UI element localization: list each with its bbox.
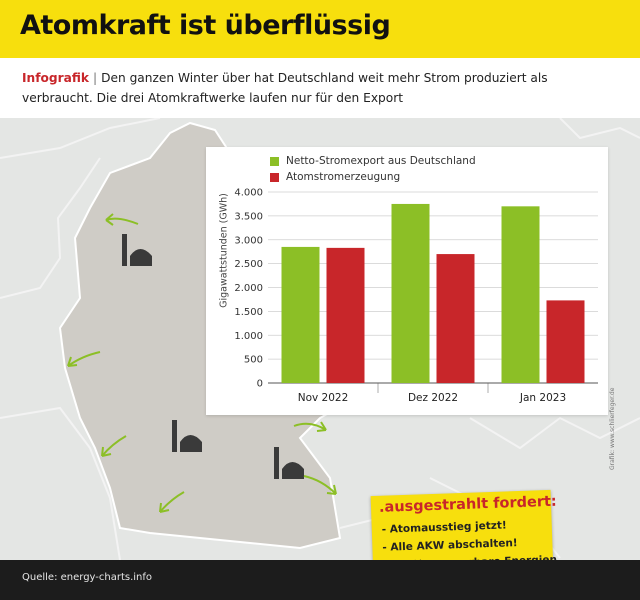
export-arrow-icon [159, 491, 185, 513]
nuclear-plant-icon [172, 420, 202, 452]
export-bar [391, 203, 430, 383]
y-tick-label: 3.500 [234, 211, 263, 222]
y-tick-label: 2.500 [234, 259, 263, 270]
y-tick-label: 1.500 [234, 307, 263, 318]
intro-text: Infografik | Den ganzen Winter über hat De… [22, 68, 622, 108]
y-tick-label: 1.000 [234, 331, 263, 342]
export-arrow-icon [303, 475, 337, 495]
y-tick-label: 500 [244, 355, 263, 366]
export-arrow-icon [101, 435, 127, 457]
legend-swatch [270, 172, 279, 182]
page-title: Atomkraft ist überflüssig [20, 10, 391, 41]
bar-chart: 0 500 1.000 1.500 2.000 2.500 3.000 3.500 4.000 N… [234, 188, 598, 404]
export-arrow-icon [105, 213, 139, 226]
nuclear-bar [326, 247, 365, 383]
export-arrow-icon [293, 421, 327, 432]
intro-separator: | [92, 71, 98, 85]
y-tick-label: 3.000 [234, 235, 263, 246]
nuclear-plant-icon [274, 447, 304, 479]
intro-kicker: Infografik [22, 71, 89, 85]
export-arrow-icon [67, 351, 101, 367]
graphic-credit: Grafik: www.schlierfeger.de [609, 387, 616, 470]
chart-panel: Netto-Stromexport aus Deutschland Atomst… [206, 147, 608, 415]
chart-legend: Netto-Stromexport aus Deutschland Atomst… [270, 153, 476, 185]
intro-body: Den ganzen Winter über hat Deutschland w… [22, 71, 548, 105]
y-tick-label: 4.000 [234, 188, 263, 199]
export-bar [501, 206, 540, 383]
demands-title: .ausgestrahlt fordert: [378, 493, 557, 516]
nuclear-bar [546, 300, 585, 383]
nuclear-bar [436, 254, 475, 383]
legend-label: Netto-Stromexport aus Deutschland [286, 155, 476, 167]
legend-swatch [270, 156, 279, 166]
legend-item: Netto-Stromexport aus Deutschland [270, 153, 476, 169]
header-banner: Atomkraft ist überflüssig [0, 0, 640, 58]
legend-item: Atomstromerzeugung [270, 169, 476, 185]
source-note: Quelle: energy-charts.info [22, 572, 153, 583]
x-tick-label: Jan 2023 [519, 392, 566, 404]
legend-label: Atomstromerzeugung [286, 171, 401, 183]
x-tick-label: Nov 2022 [298, 392, 349, 404]
y-tick-label: 2.000 [234, 283, 263, 294]
nuclear-plant-icon [122, 234, 152, 266]
demand-item: - Atomausstieg jetzt! [381, 519, 507, 536]
x-tick-label: Dez 2022 [408, 392, 458, 404]
demand-item: - Alle AKW abschalten! [382, 537, 518, 554]
footer-bar: Quelle: energy-charts.info [0, 560, 640, 600]
y-tick-label: 0 [257, 379, 263, 390]
export-bar [281, 246, 320, 383]
